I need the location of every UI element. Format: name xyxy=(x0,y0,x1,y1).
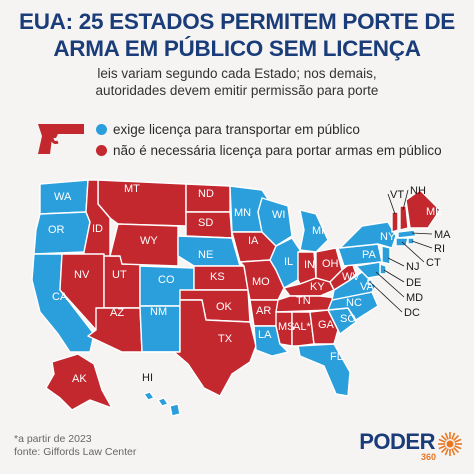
state-label-oh: OH xyxy=(322,258,339,270)
state-label-wv: WV xyxy=(342,271,360,283)
state-label-wy: WY xyxy=(140,235,158,247)
state-label-la: LA xyxy=(258,329,272,341)
subheadline-line-1: leis variam segundo cada Estado; nos dem… xyxy=(97,66,377,81)
state-label-ne: NE xyxy=(198,249,213,261)
state-label-wi: WI xyxy=(272,209,285,221)
state-label-in: IN xyxy=(304,259,315,271)
legend-dot-red xyxy=(96,145,107,156)
state-ma xyxy=(397,229,417,239)
headline-line-1: EUA: 25 ESTADOS PERMITEM PORTE DE xyxy=(19,9,455,34)
callout-line-ma xyxy=(411,232,433,235)
state-label-ri: RI xyxy=(434,243,445,255)
state-label-nj: NJ xyxy=(406,261,419,273)
legend-dot-blue xyxy=(96,124,107,135)
state-hi xyxy=(143,391,181,417)
callout-line-vt xyxy=(387,193,396,215)
state-tx xyxy=(141,299,257,397)
state-label-ky: KY xyxy=(310,281,325,293)
sunburst-icon xyxy=(438,432,462,456)
callout-line-nj xyxy=(387,257,405,267)
headline-line-2: ARMA EM PÚBLICO SEM LICENÇA xyxy=(53,36,421,61)
state-wv xyxy=(329,261,357,291)
state-label-pa: PA xyxy=(362,249,377,261)
callout-line-md xyxy=(375,271,405,298)
state-label-mi: MI xyxy=(312,225,324,237)
legend-label-no-license: não é necessária licença para portar arm… xyxy=(113,143,442,158)
state-label-ak: AK xyxy=(72,373,87,385)
state-label-ks: KS xyxy=(210,271,225,283)
state-label-nm: NM xyxy=(150,306,167,318)
source-note: fonte: Giffords Law Center xyxy=(14,446,137,458)
state-ga xyxy=(309,309,339,345)
state-label-fl: FL xyxy=(330,351,343,363)
state-label-mn: MN xyxy=(234,207,251,219)
state-label-nc: NC xyxy=(346,297,362,309)
state-label-mo: MO xyxy=(252,276,270,288)
state-label-nh: NH xyxy=(410,185,426,197)
state-il xyxy=(269,237,301,289)
state-label-hi: HI xyxy=(142,372,153,384)
state-vt xyxy=(391,211,399,233)
callout-line-nh xyxy=(402,189,409,211)
state-label-mt: MT xyxy=(124,183,140,195)
state-nj xyxy=(381,245,391,265)
state-label-sc: SC xyxy=(340,313,355,325)
state-label-ut: UT xyxy=(112,269,127,281)
state-me xyxy=(405,189,441,229)
state-label-tn: TN xyxy=(296,295,311,307)
state-ak xyxy=(45,353,113,411)
state-ri xyxy=(407,237,415,245)
state-label-tx: TX xyxy=(218,333,233,345)
state-label-wa: WA xyxy=(54,191,72,203)
state-label-me: ME xyxy=(426,206,443,218)
state-label-il: IL xyxy=(284,256,293,268)
state-label-de: DE xyxy=(406,277,421,289)
state-fl xyxy=(297,343,351,397)
callout-line-ri xyxy=(411,240,433,249)
state-label-az: AZ xyxy=(110,307,124,319)
state-ms xyxy=(275,311,293,347)
state-label-ca: CA xyxy=(52,291,68,303)
state-label-nd: ND xyxy=(198,188,214,200)
state-mt xyxy=(97,179,187,227)
state-label-nv: NV xyxy=(74,269,90,281)
poder360-logo: PODER 360 xyxy=(359,429,464,462)
legend-label-license: exige licença para transportar em públic… xyxy=(113,122,360,137)
state-label-ga: GA xyxy=(318,319,335,331)
handgun-icon xyxy=(38,124,84,154)
state-label-vt: VT xyxy=(390,189,404,201)
subheadline-line-2: autoridades devem emitir permissão para … xyxy=(95,83,379,98)
subheadline: leis variam segundo cada Estado; nos dem… xyxy=(0,65,474,99)
state-ny xyxy=(339,221,397,249)
state-label-ok: OK xyxy=(216,301,233,313)
state-label-ma: MA xyxy=(434,229,451,241)
state-label-ms: MS xyxy=(278,321,295,333)
logo-sub: 360 xyxy=(420,452,436,462)
state-label-al: AL* xyxy=(293,321,311,333)
state-label-co: CO xyxy=(158,274,175,286)
state-wy xyxy=(109,223,179,267)
callout-line-ct xyxy=(401,241,425,263)
state-label-ia: IA xyxy=(248,235,259,247)
legend-item-license: exige licença para transportar em públic… xyxy=(96,122,360,137)
footnote: *a partir de 2023 xyxy=(14,433,92,445)
state-label-va: VA xyxy=(360,281,375,293)
logo-text: PODER xyxy=(359,429,435,454)
state-de xyxy=(379,263,387,275)
state-label-dc: DC xyxy=(404,307,420,319)
headline: EUA: 25 ESTADOS PERMITEM PORTE DE ARMA E… xyxy=(0,8,474,62)
legend-item-no-license: não é necessária licença para portar arm… xyxy=(96,143,442,158)
state-label-or: OR xyxy=(48,224,65,236)
state-label-sd: SD xyxy=(198,217,213,229)
state-label-id: ID xyxy=(92,223,103,235)
state-label-md: MD xyxy=(406,292,423,304)
state-label-ny: NY xyxy=(380,231,396,243)
callout-line-dc xyxy=(369,281,403,313)
callout-line-de xyxy=(383,269,405,283)
footer: *a partir de 2023 fonte: Giffords Law Ce… xyxy=(14,433,136,459)
state-label-ar: AR xyxy=(256,305,271,317)
state-label-ct: CT xyxy=(426,257,441,269)
